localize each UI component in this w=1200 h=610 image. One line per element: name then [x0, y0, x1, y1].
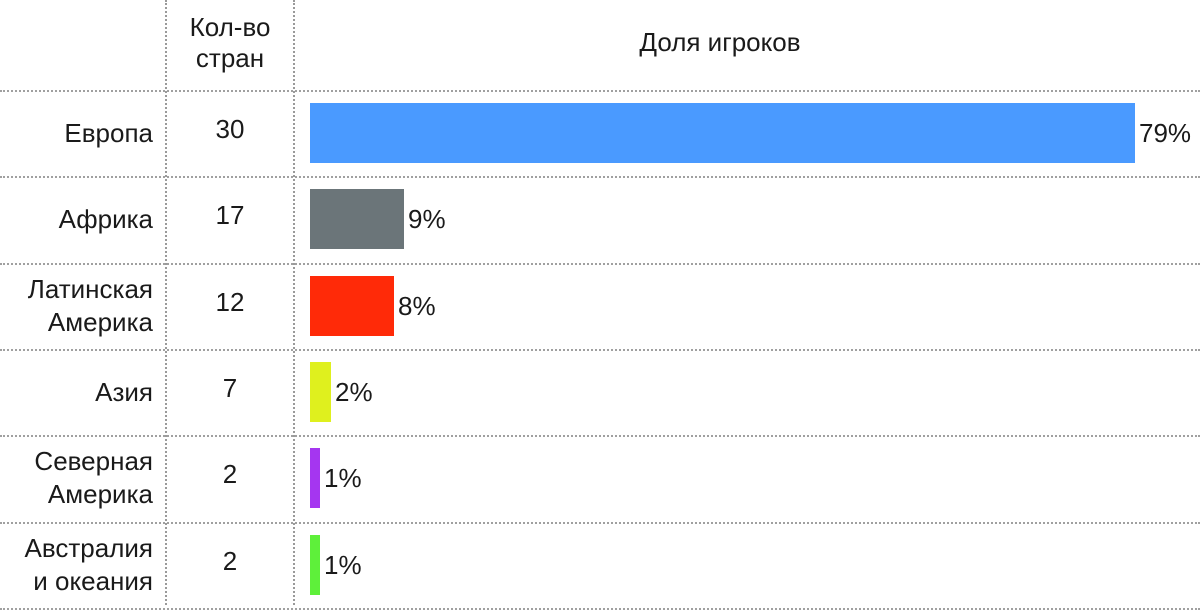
region-label: Европа [64, 118, 153, 148]
row-separator [0, 522, 1200, 524]
region-label: Северная Америка [34, 446, 153, 509]
share-bar [310, 535, 320, 595]
share-bar [310, 103, 1135, 163]
row-separator [0, 263, 1200, 265]
share-value-label: 8% [398, 291, 436, 321]
country-count: 17 [215, 200, 245, 230]
country-count: 12 [215, 287, 245, 317]
country-count: 2 [222, 459, 238, 489]
row-separator [0, 435, 1200, 437]
share-column-header: Доля игроков [639, 27, 801, 57]
row-separator [0, 349, 1200, 351]
share-value-label: 79% [1139, 118, 1192, 148]
share-value-label: 9% [408, 204, 446, 234]
country-count: 30 [215, 114, 245, 144]
region-label: Африка [58, 204, 153, 234]
region-label: Азия [95, 377, 153, 407]
share-value-label: 1% [324, 550, 362, 580]
row-separator [0, 176, 1200, 178]
share-bar [310, 189, 404, 249]
row-separator [0, 90, 1200, 92]
share-bar [310, 276, 394, 336]
country-count: 7 [222, 373, 238, 403]
region-label: Австралия и океания [24, 533, 153, 596]
country-count: 2 [222, 546, 238, 576]
share-value-label: 1% [324, 463, 362, 493]
column-divider-right [293, 0, 295, 605]
share-bar [310, 362, 331, 422]
share-bar [310, 448, 320, 508]
region-label: Латинская Америка [27, 274, 153, 337]
count-column-header: Кол-во стран [189, 12, 271, 73]
share-value-label: 2% [335, 377, 373, 407]
column-divider-left [165, 0, 167, 605]
